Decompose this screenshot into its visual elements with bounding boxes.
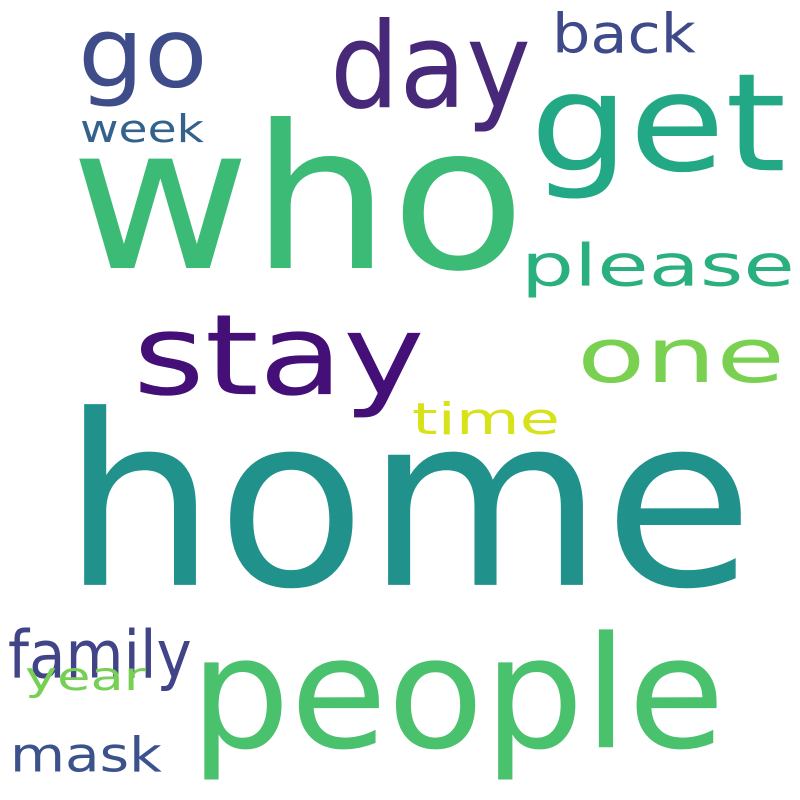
word-mask: mask [10, 726, 162, 783]
word-home: home [62, 363, 754, 643]
word-stay: stay [133, 289, 425, 421]
word-family: family [8, 616, 192, 694]
word-go: go [78, 0, 208, 110]
word-please: please [521, 231, 795, 300]
word-day: day [330, 0, 531, 136]
word-time: time [412, 393, 560, 445]
word-who: who [70, 82, 526, 316]
word-one: one [577, 311, 786, 401]
word-back: back [552, 2, 696, 66]
word-get: get [530, 43, 787, 203]
word-year: year [25, 653, 147, 700]
word-people: people [190, 603, 725, 785]
word-week: week [80, 106, 204, 152]
